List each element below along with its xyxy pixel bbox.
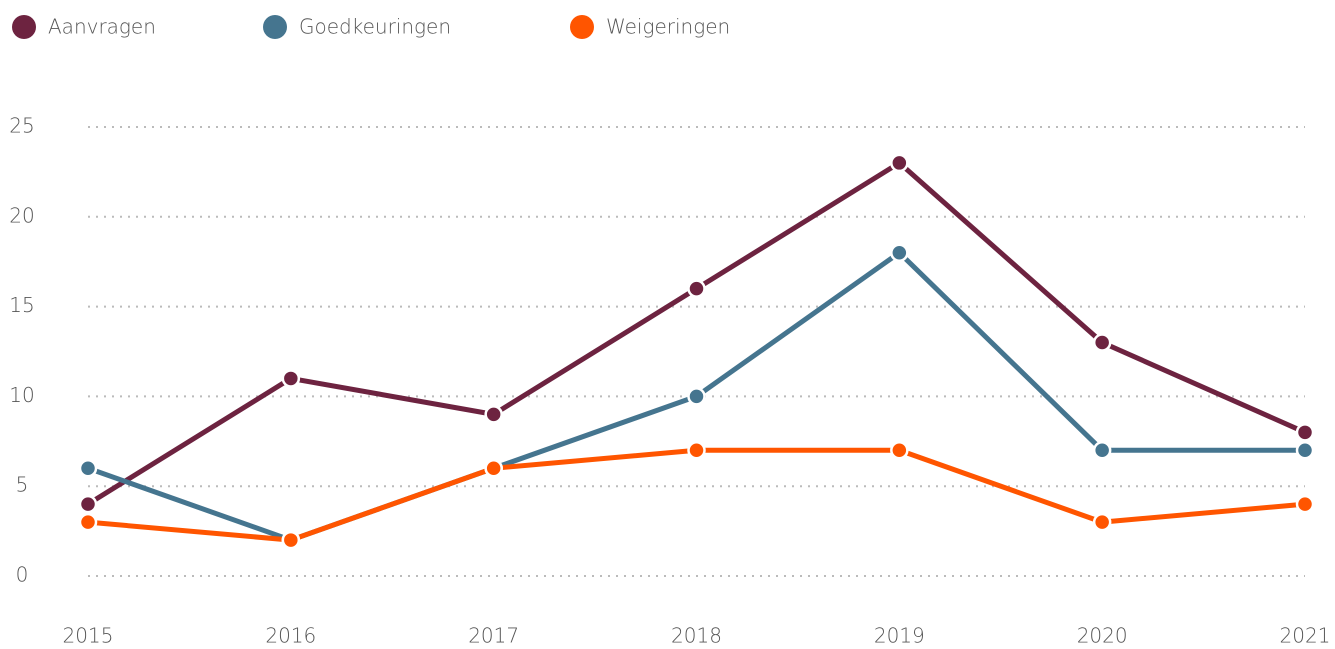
x-tick-label: 2021: [1280, 624, 1331, 648]
y-tick-label: 0: [16, 563, 29, 587]
data-point: [1295, 423, 1315, 442]
data-point: [78, 458, 98, 478]
y-tick-label: 10: [9, 383, 34, 407]
y-tick-label: 15: [9, 293, 34, 317]
data-point: [890, 441, 909, 460]
data-point: [1092, 333, 1112, 352]
data-point: [1295, 441, 1315, 460]
x-tick-label: 2020: [1077, 624, 1128, 648]
x-tick-label: 2016: [265, 624, 316, 648]
data-point: [1092, 441, 1112, 460]
data-point: [78, 494, 98, 514]
y-tick-label: 25: [9, 114, 34, 138]
x-tick-label: 2019: [874, 624, 925, 648]
legend-swatch: [263, 15, 287, 39]
y-tick-label: 5: [16, 473, 29, 497]
data-point: [687, 279, 706, 298]
data-point: [484, 405, 503, 424]
legend-label: Weigeringen: [606, 15, 730, 39]
legend-label: Goedkeuringen: [299, 15, 451, 39]
data-point: [1295, 494, 1315, 514]
legend-swatch: [570, 15, 594, 39]
x-tick-label: 2015: [63, 624, 114, 648]
data-point: [687, 387, 706, 406]
data-point: [78, 512, 98, 532]
x-tick-label: 2018: [671, 624, 722, 648]
data-point: [687, 441, 706, 460]
y-tick-label: 20: [9, 203, 34, 227]
x-tick-label: 2017: [468, 624, 519, 648]
legend-swatch: [12, 15, 36, 39]
data-point: [281, 369, 301, 388]
data-point: [484, 458, 503, 478]
data-point: [1092, 512, 1112, 532]
data-point: [890, 243, 909, 262]
legend-label: Aanvragen: [48, 15, 156, 39]
data-point: [281, 530, 301, 550]
series-line: [87, 447, 1306, 543]
data-point: [890, 153, 909, 173]
